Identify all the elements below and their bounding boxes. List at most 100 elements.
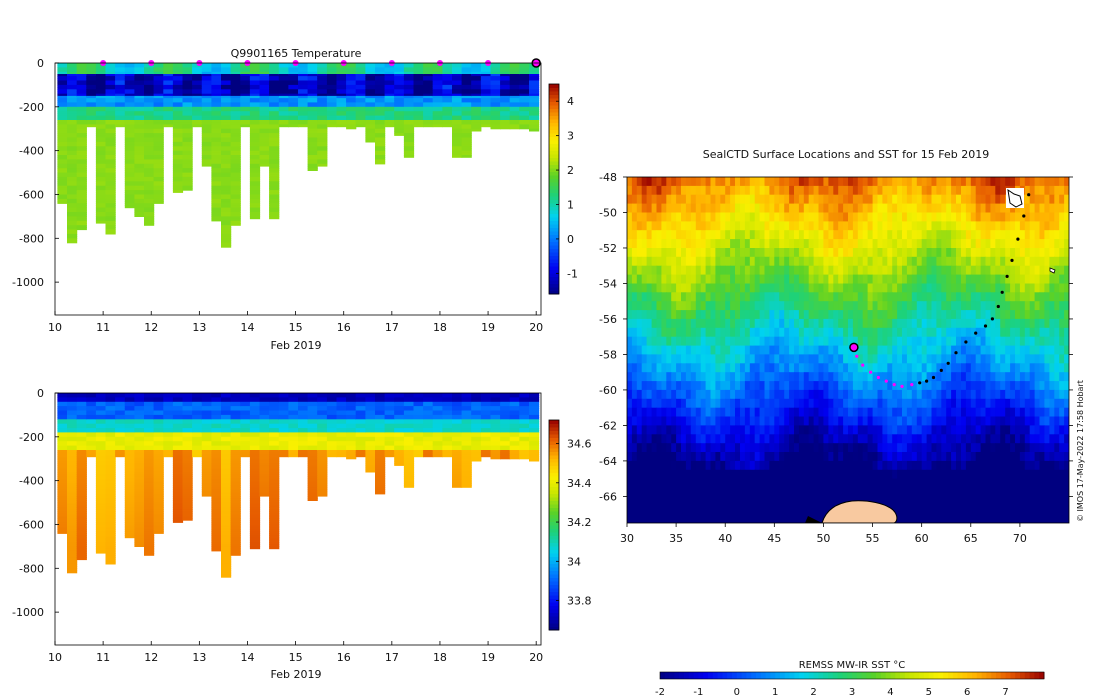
temperature-y-tick-label: 0: [37, 57, 44, 70]
temperature-profile-column: [86, 63, 97, 128]
temperature-y-tick-label: -800: [19, 232, 44, 245]
track-point: [931, 375, 936, 380]
temperature-profile-column: [269, 63, 280, 220]
temperature-x-tick-label: 17: [385, 321, 399, 334]
salinity-profile-column: [375, 393, 386, 495]
sst-colorbar-tick: -2: [655, 687, 665, 698]
map-x-tick-label: 50: [816, 532, 830, 545]
salinity-profile-column: [95, 393, 107, 554]
sst-colorbar: [659, 671, 1045, 680]
temperature-profile-column: [346, 63, 357, 130]
temperature-profile-column: [144, 63, 155, 226]
salinity-profile-column: [67, 393, 78, 574]
map-y-tick-label: -60: [599, 384, 617, 397]
salinity-profile-column: [240, 393, 251, 458]
temperature-y-tick-label: -1000: [12, 276, 44, 289]
track-point: [900, 384, 904, 388]
salinity-profile-column: [326, 393, 338, 458]
temperature-profile-column: [365, 63, 376, 143]
heard-island: [1049, 267, 1056, 274]
temperature-profile-column: [423, 63, 434, 128]
salinity-profile-column: [461, 393, 472, 488]
salinity-y-tick-label: -800: [19, 562, 44, 575]
temperature-y-tick-label: -200: [19, 101, 44, 114]
temperature-x-tick-label: 14: [240, 321, 254, 334]
temperature-colorbar-tick: 0: [567, 233, 574, 246]
temperature-colorbar: [548, 83, 560, 295]
salinity-colorbar-tick: 34.6: [567, 438, 592, 451]
salinity-profile-column: [124, 393, 135, 539]
salinity-profile-column: [355, 393, 366, 458]
imos-watermark: © IMOS 17-May-2022 17:58 Hobart: [1076, 380, 1085, 522]
salinity-profile-column: [403, 393, 415, 488]
sst-colorbar-tick: 0: [734, 687, 740, 698]
salinity-section-panel: 10 11 12 13 14 15 16 17 18 19 20 0 -200 -400 -600 -800…: [12, 387, 591, 681]
salinity-profile-column: [163, 393, 174, 458]
salinity-x-tick-label: 20: [529, 651, 543, 664]
salinity-profile-column: [57, 393, 68, 534]
track-point: [869, 370, 873, 374]
map-x-tick-label: 35: [669, 532, 683, 545]
temperature-profile-column: [298, 63, 309, 128]
sst-colorbar-tick: 4: [887, 687, 893, 698]
temperature-profile-column: [442, 63, 453, 128]
temperature-profile-column: [211, 63, 222, 222]
salinity-x-tick-label: 16: [337, 651, 351, 664]
temperature-profile-column: [278, 63, 289, 128]
temperature-profile-column: [317, 63, 328, 167]
map-x-tick-label: 55: [866, 532, 880, 545]
salinity-profile-column: [500, 393, 511, 460]
sst-map-title: SealCTD Surface Locations and SST for 15…: [703, 148, 990, 161]
temperature-x-tick-label: 19: [481, 321, 495, 334]
map-x-tick-label: 60: [915, 532, 929, 545]
salinity-profile-column: [298, 393, 309, 458]
sst-colorbar-tick: 6: [964, 687, 970, 698]
temperature-colorbar-tick: 2: [567, 164, 574, 177]
track-point: [918, 381, 922, 385]
salinity-profile-column: [259, 393, 270, 497]
salinity-profile-column: [134, 393, 145, 547]
salinity-y-tick-label: -200: [19, 431, 44, 444]
track-point: [892, 383, 896, 387]
map-y-tick-label: -52: [599, 242, 617, 255]
track-point: [1005, 274, 1009, 278]
salinity-colorbar-tick: 34: [567, 555, 581, 568]
salinity-profile-column: [317, 393, 328, 497]
temperature-profile-column: [115, 63, 126, 128]
temperature-profile-column: [67, 63, 78, 244]
salinity-profile-column: [221, 393, 232, 578]
temperature-profile-column: [124, 63, 135, 209]
salinity-profile-column: [86, 393, 97, 458]
temperature-profile-column: [509, 63, 520, 130]
salinity-profile-column: [153, 393, 164, 534]
temperature-profile-column: [134, 63, 145, 217]
track-point: [946, 361, 950, 365]
temperature-profile-column: [153, 63, 164, 204]
salinity-profile-column: [490, 393, 501, 460]
temperature-profile-column: [384, 63, 395, 128]
map-y-tick-label: -58: [599, 348, 617, 361]
track-point: [974, 331, 978, 335]
salinity-profile-column: [432, 393, 443, 458]
temperature-x-tick-label: 13: [192, 321, 206, 334]
temperature-profile-column: [95, 63, 107, 224]
temperature-x-tick-label: 10: [48, 321, 62, 334]
salinity-profile-column: [288, 393, 299, 458]
salinity-profile-column: [115, 393, 126, 458]
salinity-xlabel: Feb 2019: [271, 668, 322, 681]
salinity-y-tick-label: -600: [19, 518, 44, 531]
salinity-axes-frame: [54, 392, 542, 646]
temperature-profile-column: [452, 63, 463, 158]
salinity-colorbar-tick: 33.8: [567, 595, 592, 608]
salinity-colorbar: [548, 419, 560, 631]
temperature-profile-column: [201, 63, 212, 167]
temperature-profile-column: [182, 63, 193, 191]
salinity-profile-column: [278, 393, 289, 458]
track-point: [884, 379, 888, 383]
salinity-profile-column: [230, 393, 241, 556]
map-y-tick-label: -48: [599, 171, 617, 184]
salinity-y-tick-label: 0: [37, 387, 44, 400]
temperature-profile-column: [288, 63, 299, 128]
temperature-profile-column: [230, 63, 241, 226]
map-x-tick-label: 65: [964, 532, 978, 545]
